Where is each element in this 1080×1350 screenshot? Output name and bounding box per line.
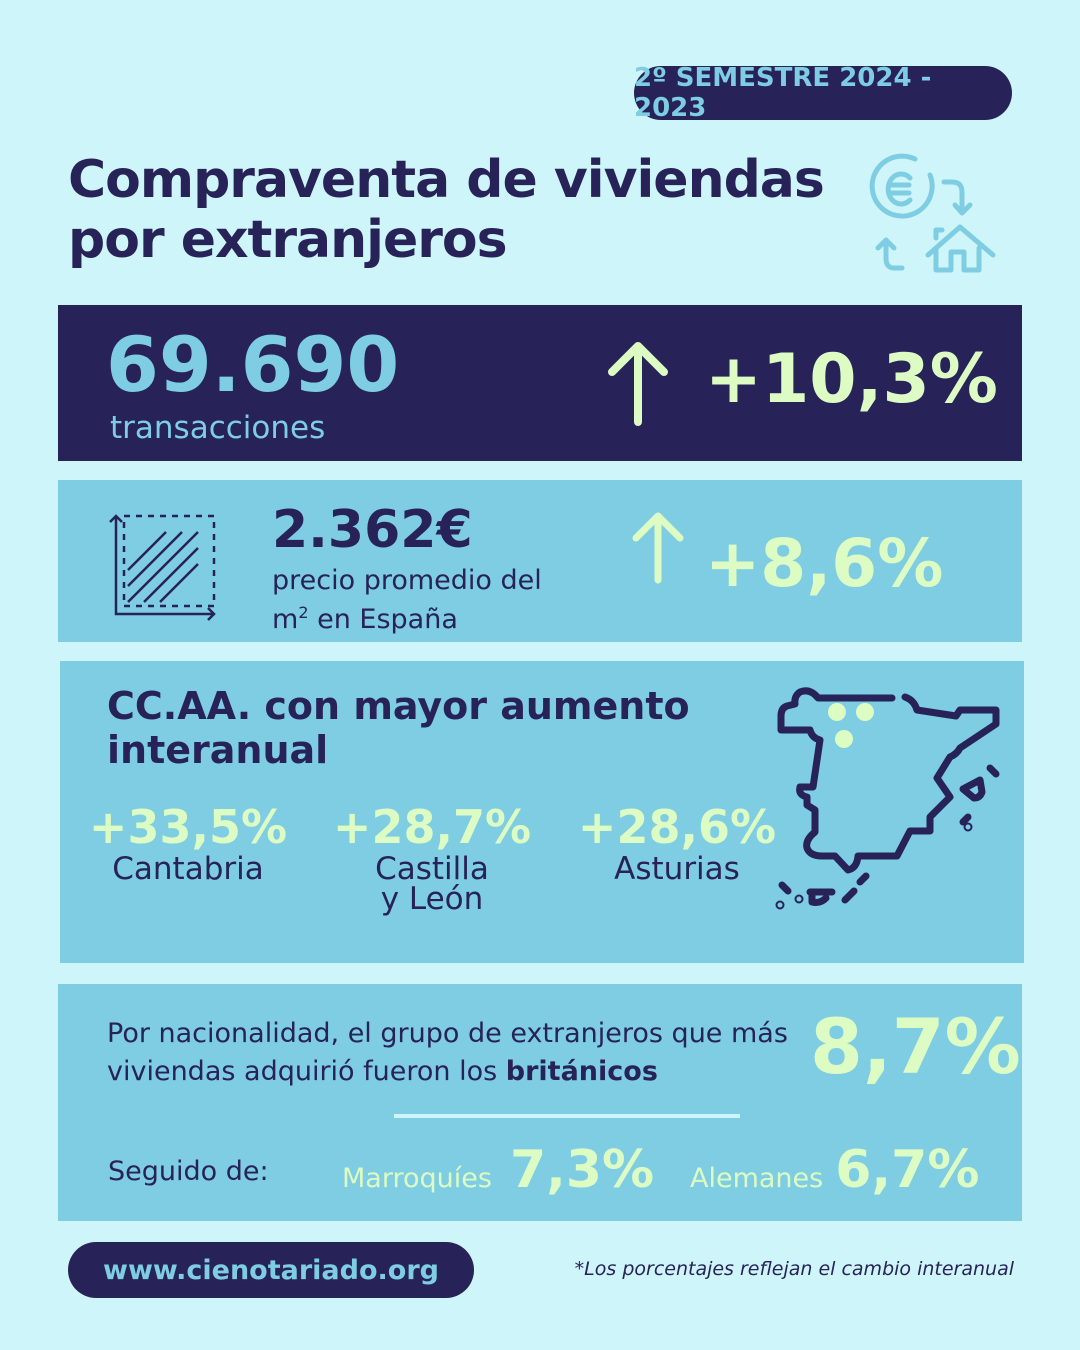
regions-heading: CC.AA. con mayor aumento interanual [107,684,690,772]
website-link[interactable]: www.cienotariado.org [68,1242,474,1298]
region-name: Asturias [614,851,740,887]
transactions-change: +10,3% [705,340,998,419]
nationality-name: Marroquíes [342,1163,492,1194]
price-label-line-1: precio promedio del [272,565,542,596]
regions-heading-line-2: interanual [107,728,329,772]
transactions-value: 69.690 [106,320,400,409]
nationality-pct: 7,3% [509,1140,655,1200]
nationality-panel [58,984,1022,1221]
region-name: Castilla [375,851,489,887]
price-label: precio promedio del m2 en España [272,565,542,636]
period-badge: 2º SEMESTRE 2024 - 2023 [634,63,1012,123]
price-change: +8,6% [705,525,944,602]
title-line-2: por extranjeros [68,210,508,270]
price-unit: m [272,604,299,635]
arrow-up-icon [632,512,684,584]
transactions-label: transacciones [110,410,326,446]
nationality-other: Marroquíes 7,3% [342,1140,654,1200]
website-url[interactable]: www.cienotariado.org [103,1254,439,1286]
divider [394,1114,740,1118]
page-title: Compraventa de viviendas por extranjeros [68,150,825,270]
price-unit-sup: 2 [298,603,309,622]
transactions-panel [58,305,1022,461]
title-line-1: Compraventa de viviendas [68,150,825,210]
top-nationality-pct: 8,7% [810,1002,1021,1091]
region-pct: +28,6% [577,800,777,854]
price-value: 2.362€ [272,500,473,560]
region-item: +33,5% Cantabria [88,800,288,887]
region-name-line-2: y León [380,881,484,917]
price-panel [58,480,1022,642]
region-pct: +28,7% [332,800,532,854]
spain-map-icon [775,687,1000,910]
region-item: +28,7% Castilla y León [332,800,532,917]
nationality-text-line-2: viviendas adquirió fueron los [107,1056,506,1087]
nationality-other: Alemanes 6,7% [690,1140,979,1200]
nationality-text-line-1: Por nacionalidad, el grupo de extranjero… [107,1018,788,1049]
price-location: en España [317,604,458,635]
period-badge-text: 2º SEMESTRE 2024 - 2023 [634,63,932,123]
followed-label: Seguido de: [108,1156,269,1187]
arrow-up-icon [608,342,668,426]
top-nationality: británicos [505,1056,658,1087]
nationality-name: Alemanes [690,1163,824,1194]
nationality-text: Por nacionalidad, el grupo de extranjero… [107,1015,788,1091]
region-item: +28,6% Asturias [577,800,777,887]
euro-house-exchange-icon [869,153,996,273]
regions-heading-line-1: CC.AA. con mayor aumento [107,684,690,728]
footnote: *Los porcentajes reflejan el cambio inte… [574,1258,1014,1280]
area-square-meter-icon [109,514,216,621]
nationality-pct: 6,7% [835,1140,980,1200]
region-pct: +33,5% [88,800,288,854]
region-name: Cantabria [112,851,264,887]
